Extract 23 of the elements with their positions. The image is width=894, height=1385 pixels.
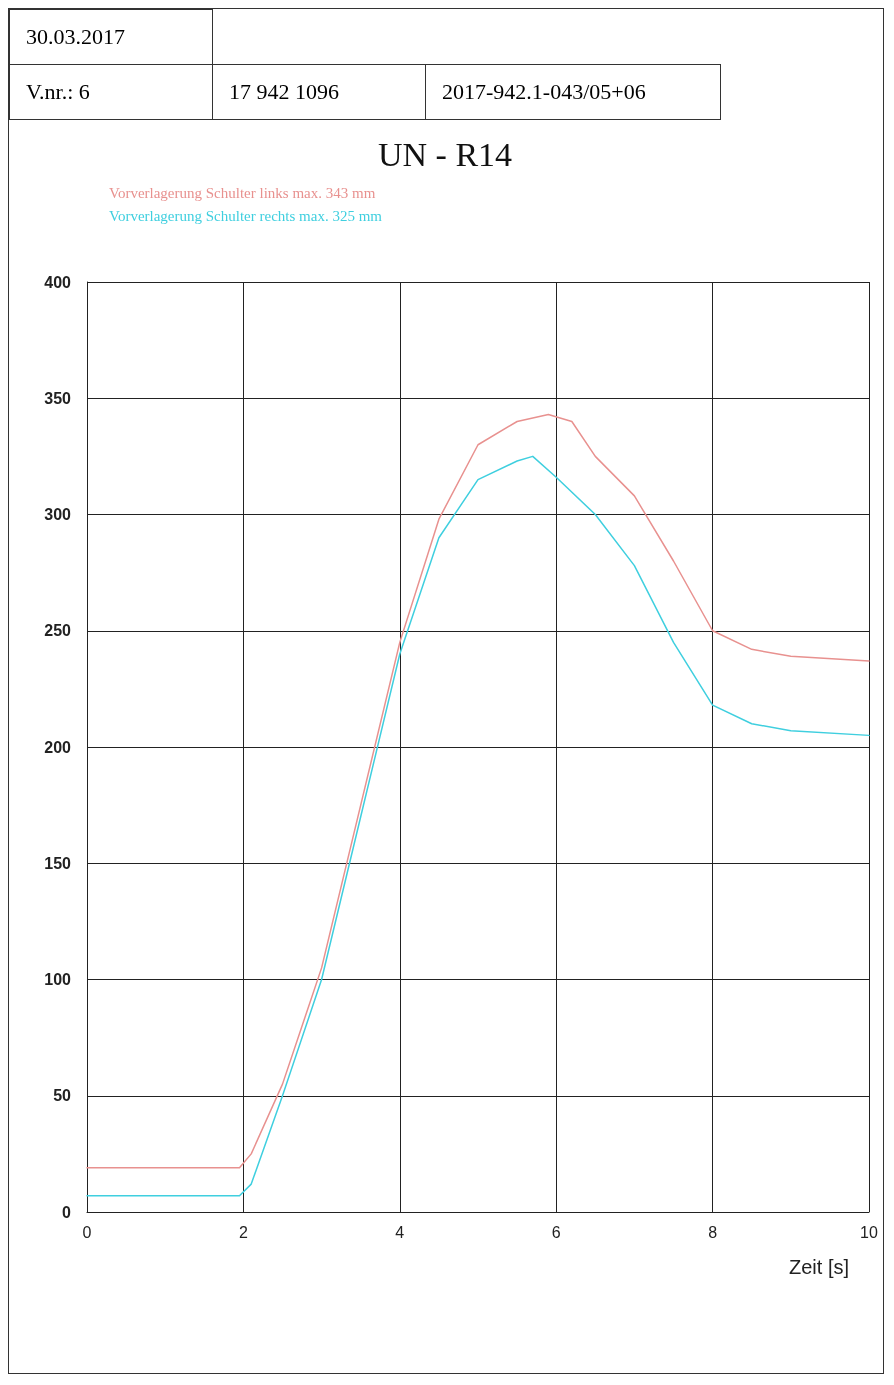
y-tick-label: 150 bbox=[44, 854, 72, 872]
y-tick-label: 300 bbox=[44, 506, 72, 523]
y-tick-label: 200 bbox=[44, 738, 72, 756]
x-tick-label: 10 bbox=[860, 1223, 878, 1241]
text: 17 942 1096 bbox=[212, 64, 426, 120]
y-tick-label: 350 bbox=[44, 389, 72, 407]
x-tick-label: 6 bbox=[551, 1223, 561, 1241]
text: 2017-942.1-043/05+06 bbox=[425, 64, 721, 120]
y-tick-label: 250 bbox=[44, 622, 72, 640]
text: Vorverlagerung Schulter links max. 343 mm bbox=[109, 184, 376, 201]
x-tick-label: 0 bbox=[82, 1223, 92, 1241]
text: 30.03.2017 bbox=[9, 9, 213, 65]
x-tick-label: 4 bbox=[395, 1223, 405, 1241]
x-tick-label: 2 bbox=[238, 1223, 248, 1241]
y-tick-label: 400 bbox=[44, 273, 72, 291]
y-tick-label: 100 bbox=[44, 971, 72, 988]
x-tick-label: 8 bbox=[708, 1223, 718, 1241]
x-axis-title: Zeit [s] bbox=[788, 1256, 849, 1278]
text: V.nr.: 6 bbox=[9, 64, 213, 120]
chart-title: UN - R14 bbox=[377, 135, 513, 173]
y-tick-label: 50 bbox=[53, 1087, 72, 1105]
text: Vorverlagerung Schulter rechts max. 325 mm bbox=[109, 207, 383, 224]
y-tick-label: 0 bbox=[62, 1203, 72, 1221]
